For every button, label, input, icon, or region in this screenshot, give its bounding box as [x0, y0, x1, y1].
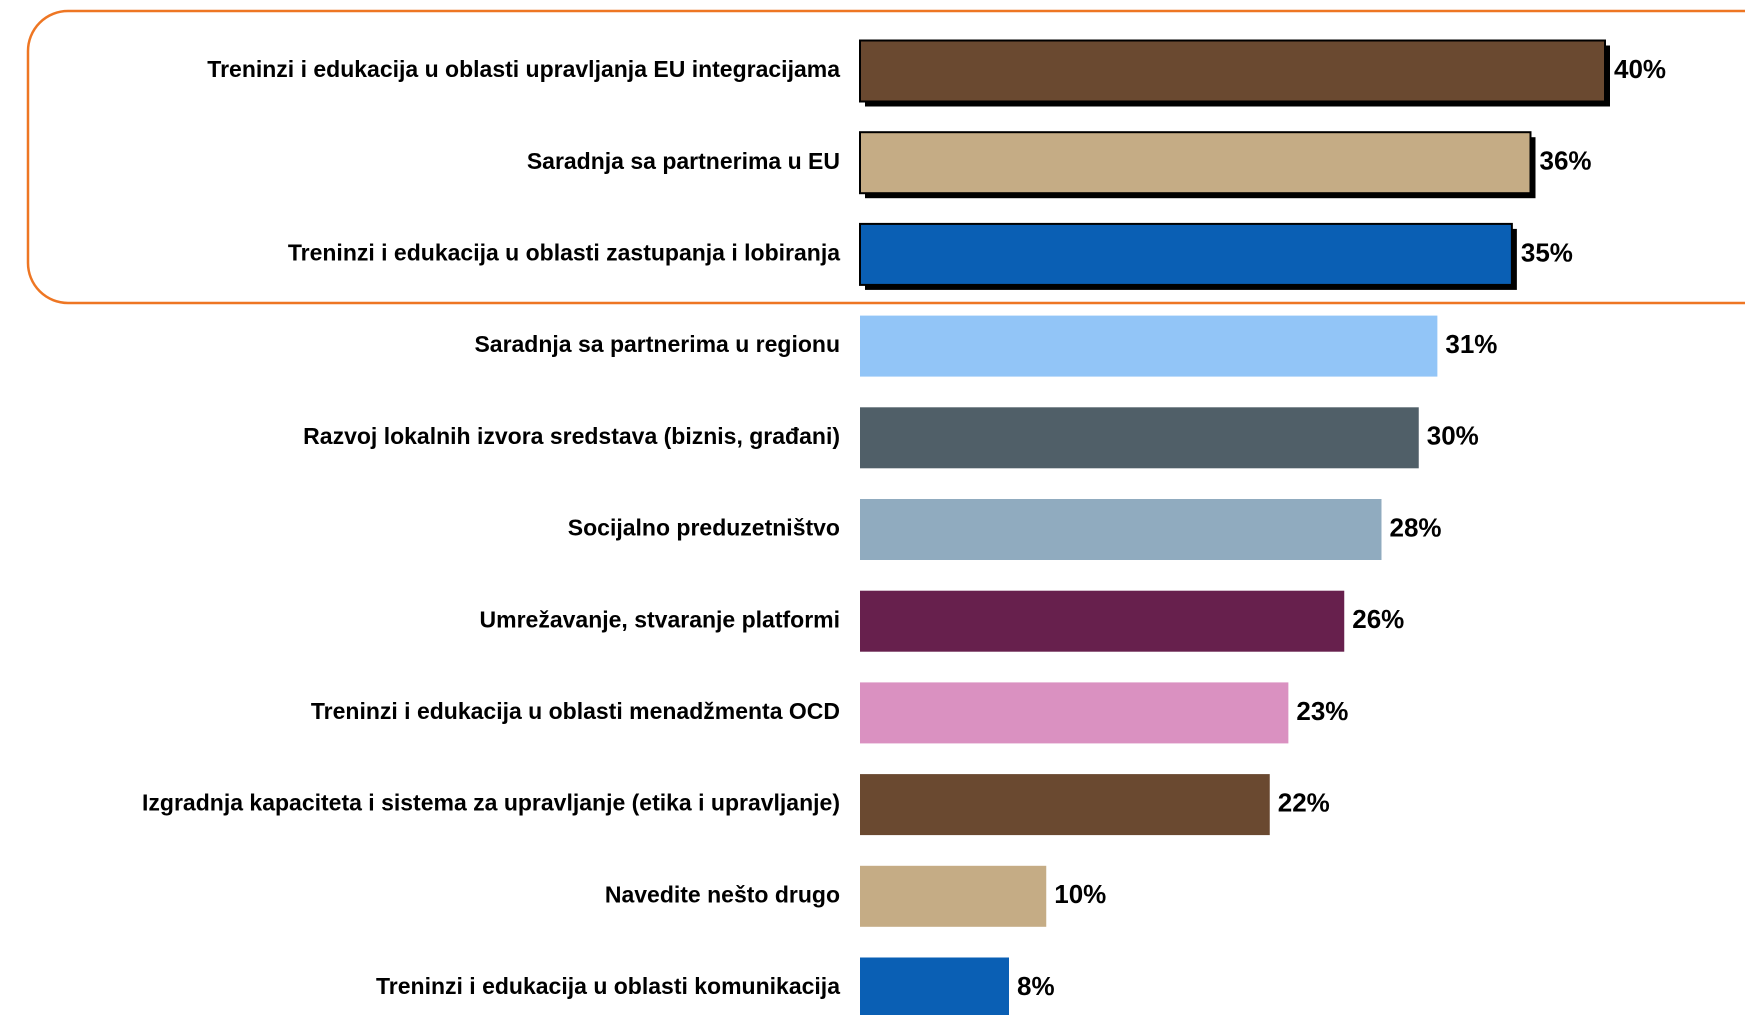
- value-label: 26%: [1352, 604, 1404, 634]
- category-label: Saradnja sa partnerima u regionu: [474, 331, 840, 357]
- bar: [859, 39, 1606, 103]
- category-label: Treninzi i edukacija u oblasti upravljan…: [207, 56, 840, 82]
- bar: [860, 315, 1438, 377]
- value-label: 31%: [1445, 329, 1497, 359]
- bar: [860, 957, 1009, 1015]
- value-label: 30%: [1427, 421, 1479, 451]
- category-label: Razvoj lokalnih izvora sredstava (biznis…: [303, 423, 840, 449]
- category-label: Socijalno preduzetništvo: [568, 515, 840, 541]
- category-label: Navedite nešto drugo: [605, 881, 840, 907]
- bar: [860, 682, 1289, 744]
- value-label: 8%: [1017, 971, 1055, 1001]
- value-label: 10%: [1054, 879, 1106, 909]
- category-label: Izgradnja kapaciteta i sistema za upravl…: [142, 790, 840, 816]
- value-label: 35%: [1521, 237, 1573, 267]
- value-label: 40%: [1614, 54, 1666, 84]
- category-label: Treninzi i edukacija u oblasti menadžmen…: [311, 698, 840, 724]
- highlight-box: [26, 9, 1745, 305]
- category-label: Treninzi i edukacija u oblasti komunikac…: [376, 973, 840, 999]
- bar: [860, 590, 1345, 652]
- category-label: Treninzi i edukacija u oblasti zastupanj…: [288, 239, 840, 265]
- category-label: Saradnja sa partnerima u EU: [527, 148, 840, 174]
- bar: [859, 131, 1532, 195]
- bar: [860, 499, 1382, 560]
- bar: [860, 865, 1047, 927]
- bar: [859, 222, 1513, 286]
- bar: [860, 407, 1419, 469]
- value-label: 28%: [1390, 512, 1442, 542]
- category-label: Umrežavanje, stvaranje platformi: [480, 606, 840, 632]
- bar: [860, 774, 1270, 836]
- value-label: 22%: [1278, 787, 1330, 817]
- value-label: 36%: [1540, 146, 1592, 176]
- value-label: 23%: [1296, 696, 1348, 726]
